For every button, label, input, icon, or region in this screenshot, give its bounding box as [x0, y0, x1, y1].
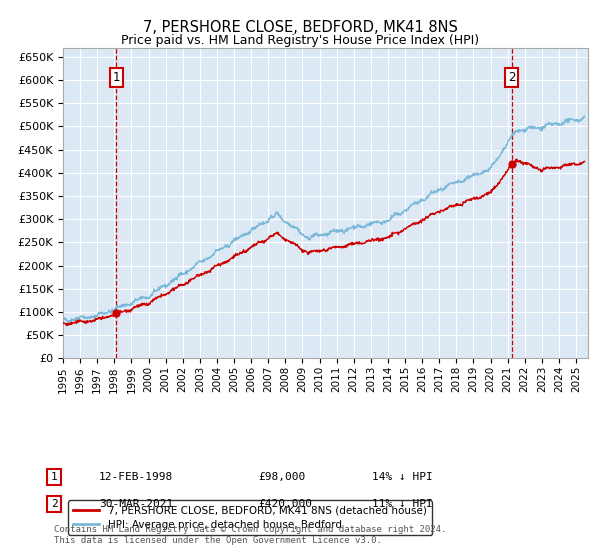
Text: Price paid vs. HM Land Registry's House Price Index (HPI): Price paid vs. HM Land Registry's House …: [121, 34, 479, 46]
Legend: 7, PERSHORE CLOSE, BEDFORD, MK41 8NS (detached house), HPI: Average price, detac: 7, PERSHORE CLOSE, BEDFORD, MK41 8NS (de…: [68, 501, 432, 535]
Text: 12-FEB-1998: 12-FEB-1998: [99, 472, 173, 482]
Text: 1: 1: [113, 71, 120, 84]
Text: 14% ↓ HPI: 14% ↓ HPI: [372, 472, 433, 482]
Text: 11% ↓ HPI: 11% ↓ HPI: [372, 499, 433, 509]
Text: 7, PERSHORE CLOSE, BEDFORD, MK41 8NS: 7, PERSHORE CLOSE, BEDFORD, MK41 8NS: [143, 20, 457, 35]
Text: 2: 2: [50, 499, 58, 509]
Text: Contains HM Land Registry data © Crown copyright and database right 2024.
This d: Contains HM Land Registry data © Crown c…: [54, 525, 446, 545]
Text: 30-MAR-2021: 30-MAR-2021: [99, 499, 173, 509]
Text: 2: 2: [508, 71, 515, 84]
Text: £420,000: £420,000: [258, 499, 312, 509]
Text: 1: 1: [50, 472, 58, 482]
Text: £98,000: £98,000: [258, 472, 305, 482]
